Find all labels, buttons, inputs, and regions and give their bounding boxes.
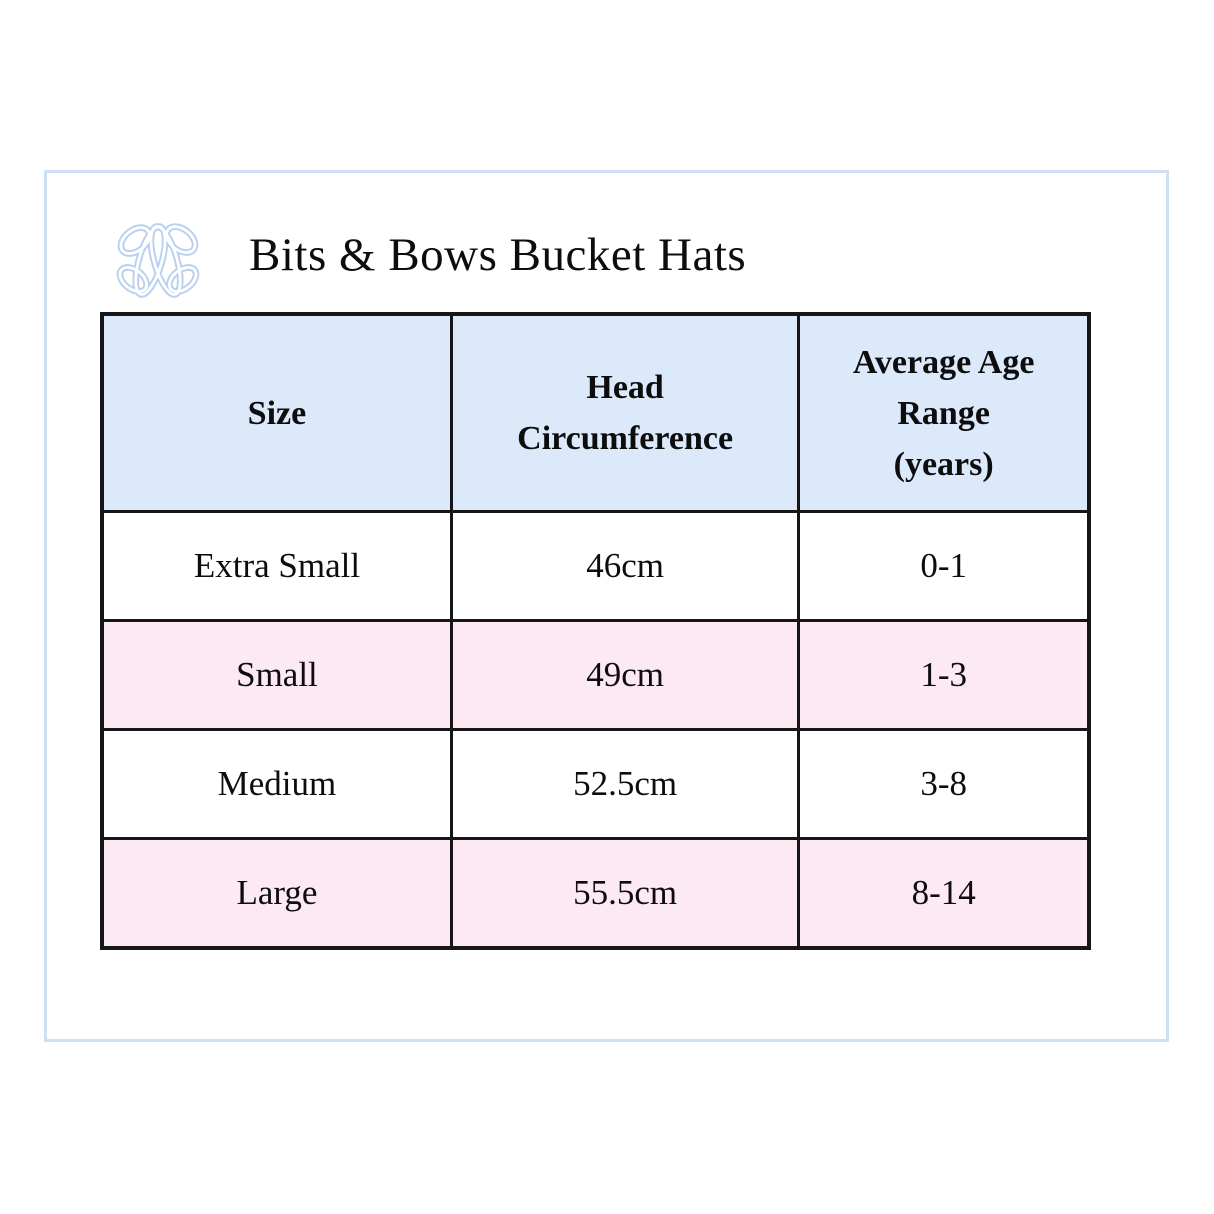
table-row-medium: Medium 52.5cm 3-8	[100, 728, 1091, 840]
column-header-circumference: Head Circumference	[449, 312, 801, 513]
cell-size: Medium	[100, 728, 453, 840]
bits-and-bows-monogram-icon	[116, 223, 200, 298]
table-row-small: Small 49cm 1-3	[100, 619, 1091, 731]
column-header-age-range: Average Age Range (years)	[797, 312, 1091, 513]
cell-size: Extra Small	[100, 510, 453, 622]
cell-age-range: 1-3	[797, 619, 1091, 731]
header-row: Size Head Circumference Average Age Rang…	[100, 312, 1091, 513]
card-frame: Bits & Bows Bucket Hats Size Head Circum…	[44, 170, 1169, 1042]
page-title: Bits & Bows Bucket Hats	[249, 229, 747, 281]
cell-size: Small	[100, 619, 453, 731]
cell-circumference: 49cm	[449, 619, 801, 731]
cell-age-range: 3-8	[797, 728, 1091, 840]
cell-circumference: 46cm	[449, 510, 801, 622]
cell-size: Large	[100, 837, 453, 950]
cell-age-range: 8-14	[797, 837, 1091, 950]
table-row-extra-small: Extra Small 46cm 0-1	[100, 510, 1091, 622]
cell-circumference: 55.5cm	[449, 837, 801, 950]
table-row-large: Large 55.5cm 8-14	[100, 837, 1091, 950]
cell-circumference: 52.5cm	[449, 728, 801, 840]
size-chart-table: Size Head Circumference Average Age Rang…	[100, 312, 1091, 950]
cell-age-range: 0-1	[797, 510, 1091, 622]
column-header-size: Size	[100, 312, 453, 513]
